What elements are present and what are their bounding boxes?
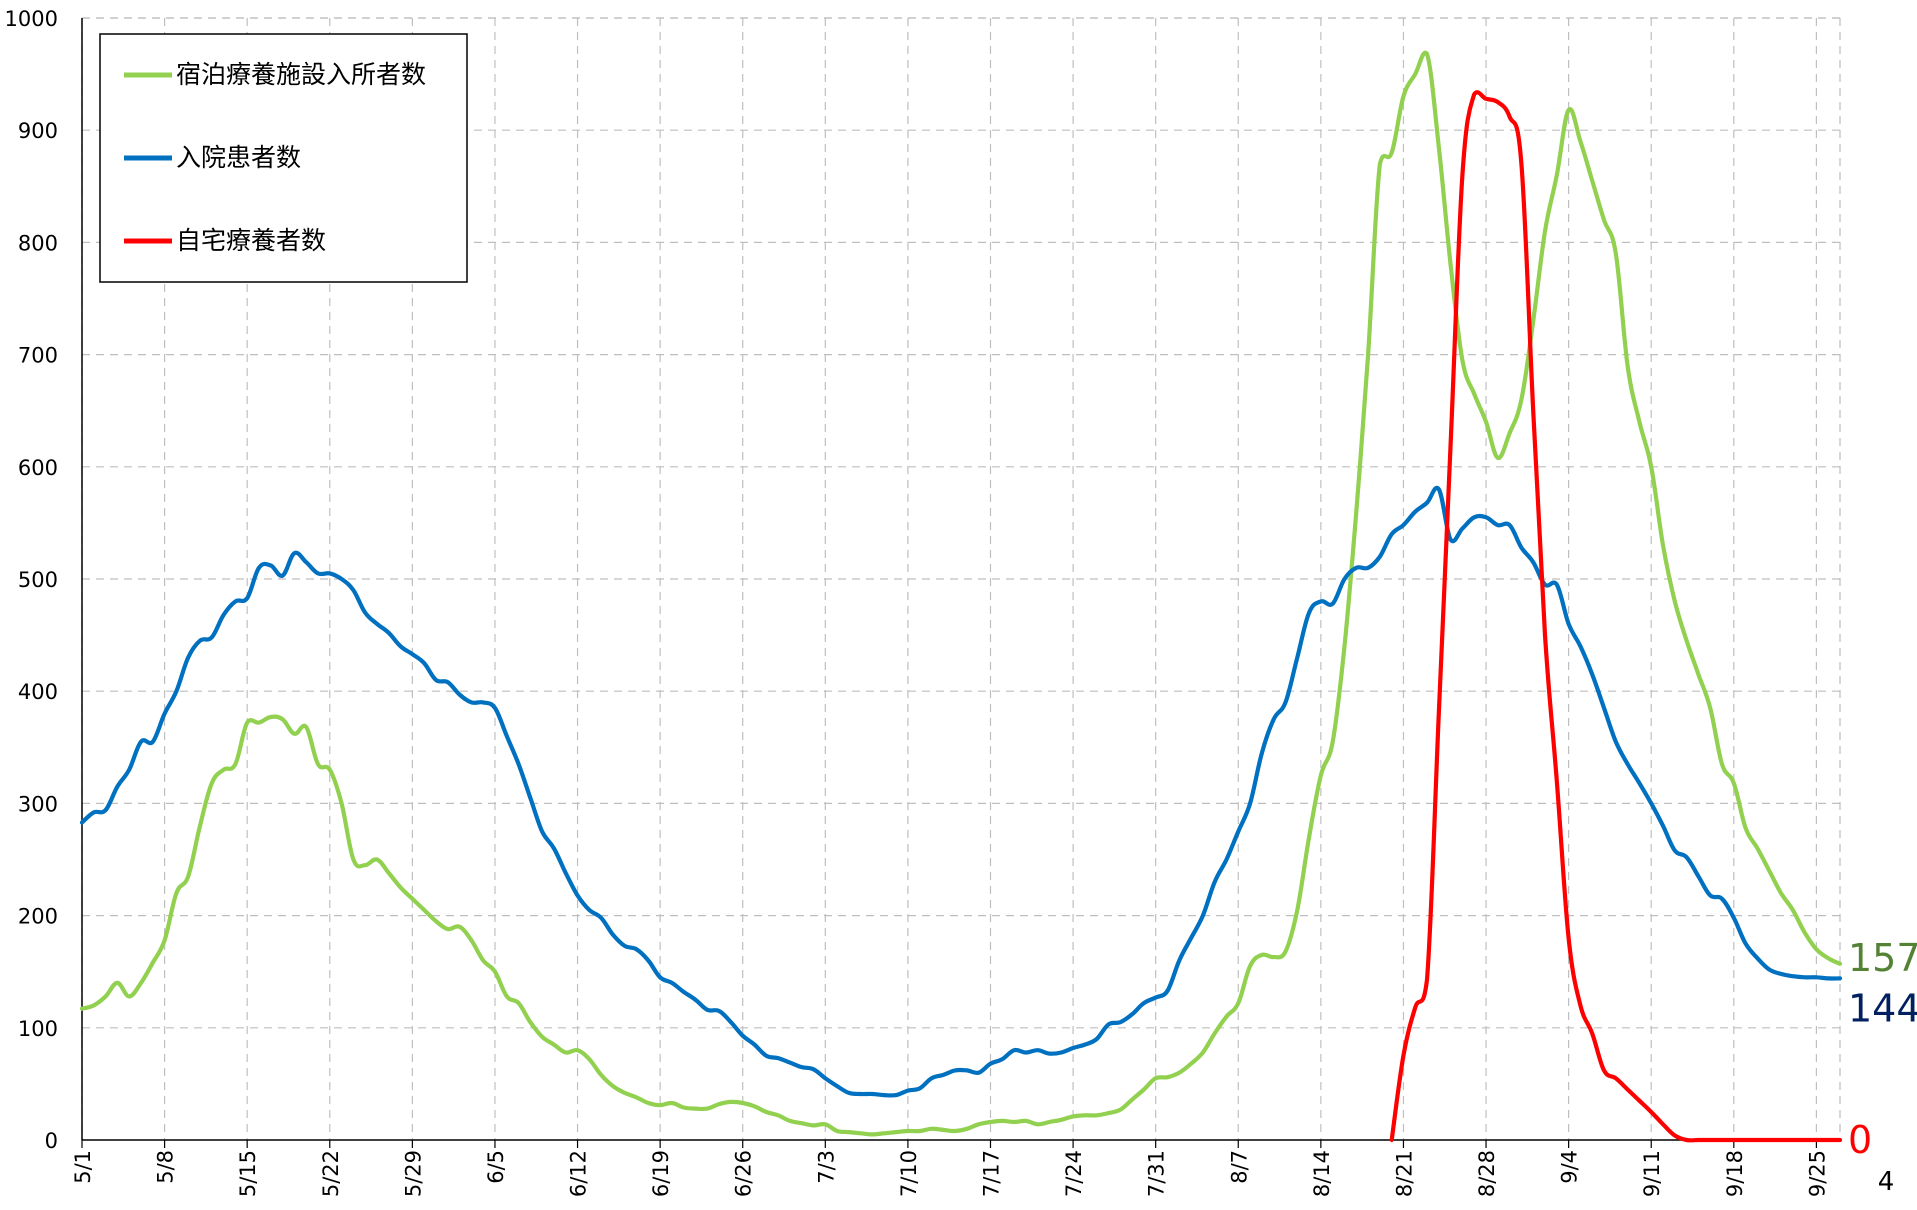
- x-tick-label: 9/18: [1723, 1150, 1747, 1197]
- x-tick-label: 6/12: [567, 1150, 591, 1197]
- x-tick-label: 5/22: [319, 1150, 343, 1197]
- x-tick-label: 5/1: [71, 1150, 95, 1184]
- end-label-accommodation: 157: [1848, 936, 1917, 980]
- series-line-home-care: [1389, 90, 1843, 1143]
- series-line-hospitalized: [79, 485, 1843, 1098]
- y-tick-label: 300: [18, 792, 58, 816]
- x-tick-label: 7/3: [814, 1150, 838, 1184]
- y-axis-ticks: 0 100 200 300 400 500 600 700 800 900 1000: [5, 7, 58, 1153]
- x-tick-label: 5/8: [154, 1150, 178, 1184]
- y-tick-label: 900: [18, 119, 58, 143]
- legend-label-accommodation: 宿泊療養施設入所者数: [176, 60, 426, 89]
- x-tick-label: 9/25: [1805, 1150, 1829, 1197]
- series-lines: [79, 50, 1843, 1143]
- x-tick-label: 8/14: [1310, 1150, 1334, 1197]
- y-tick-label: 100: [18, 1017, 58, 1041]
- x-tick-label: 5/29: [401, 1150, 425, 1197]
- y-tick-label: 0: [45, 1129, 58, 1153]
- end-label-hospitalized: 144: [1848, 986, 1917, 1030]
- x-tick-label: 7/17: [979, 1150, 1003, 1197]
- end-labels: 157 144 0: [1848, 936, 1917, 1162]
- x-tick-label: 7/31: [1145, 1150, 1169, 1197]
- legend-label-hospitalized: 入院患者数: [176, 143, 301, 172]
- x-tick-label: 9/4: [1558, 1150, 1582, 1184]
- legend-label-home-care: 自宅療養者数: [176, 226, 326, 255]
- y-tick-label: 400: [18, 680, 58, 704]
- x-tick-label: 9/11: [1640, 1150, 1664, 1197]
- x-tick-label: 6/5: [484, 1150, 508, 1184]
- x-axis-ticks: 5/1 5/8 5/15 5/22 5/29 6/5 6/12 6/19 6/26 7/3 7/10…: [71, 1140, 1829, 1197]
- y-tick-label: 700: [18, 344, 58, 368]
- x-tick-label: 6/26: [732, 1150, 756, 1197]
- series-line-accommodation: [79, 50, 1843, 1137]
- y-tick-label: 500: [18, 568, 58, 592]
- x-tick-label: 6/19: [649, 1150, 673, 1197]
- x-tick-label: 8/7: [1227, 1150, 1251, 1184]
- y-tick-label: 600: [18, 456, 58, 480]
- y-tick-label: 1000: [5, 7, 58, 31]
- x-tick-label: 7/24: [1062, 1150, 1086, 1197]
- x-tick-label: 7/10: [897, 1150, 921, 1197]
- x-tick-label: 5/15: [236, 1150, 260, 1197]
- y-tick-label: 200: [18, 905, 58, 929]
- x-tick-label: 8/21: [1392, 1150, 1416, 1197]
- legend: 宿泊療養施設入所者数 入院患者数 自宅療養者数: [99, 33, 468, 283]
- y-tick-label: 800: [18, 231, 58, 255]
- page-number: 4: [1878, 1167, 1895, 1197]
- end-label-home-care: 0: [1848, 1118, 1872, 1162]
- x-tick-label: 8/28: [1475, 1150, 1499, 1197]
